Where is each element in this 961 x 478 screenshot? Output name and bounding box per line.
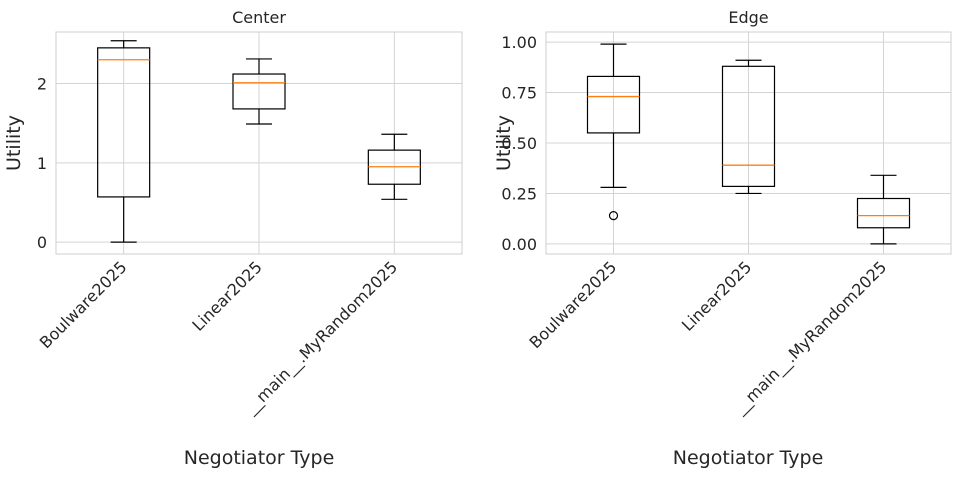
x-tick-label: Linear2025: [678, 257, 755, 334]
box-2: [721, 59, 776, 195]
box-1: [586, 43, 641, 221]
iqr-box: [856, 197, 911, 229]
y-axis-label: Utility: [3, 115, 25, 171]
iqr-box: [232, 73, 286, 110]
iqr-box: [97, 47, 151, 198]
y-tick-label: 2: [37, 75, 47, 94]
y-tick-label: 1: [37, 154, 47, 173]
y-tick-label: 0.75: [501, 84, 537, 103]
box-3: [367, 133, 421, 200]
subplot-2: 0.00 0.25 0.50 0.75 1.00 Boulware2025 Linear20…: [493, 8, 952, 469]
y-tick-label: 0.50: [501, 134, 537, 153]
plot-frame: [55, 31, 463, 255]
subplot-1: 0 1 2 Boulware2025 Linear2025__main__.MyRand…: [3, 8, 463, 469]
x-axis-label: Negotiator Type: [673, 447, 824, 469]
x-tick-label: __main__.MyRandom2025: [240, 257, 401, 418]
box-1: [97, 40, 151, 243]
y-tick-label: 0.25: [501, 184, 537, 203]
x-tick-label: __main__.MyRandom2025: [730, 257, 891, 418]
x-tick-label: Boulware2025: [36, 257, 131, 352]
x-tick-label: Linear2025: [188, 257, 265, 334]
x-axis-label: Negotiator Type: [184, 447, 335, 469]
outlier-point: [608, 211, 619, 221]
y-axis-label: Utility: [493, 115, 515, 171]
x-tick-label: Boulware2025: [526, 257, 621, 352]
y-tick-label: 0: [37, 233, 47, 252]
y-tick-label: 0.00: [501, 235, 537, 254]
iqr-box: [721, 65, 776, 187]
box-2: [232, 58, 286, 125]
plot-frame: [545, 31, 952, 255]
box-3: [856, 174, 911, 245]
y-tick-label: 1.00: [501, 33, 537, 52]
iqr-box: [586, 75, 641, 134]
subplot-title: Edge: [728, 8, 768, 27]
subplot-title: Center: [232, 8, 286, 27]
